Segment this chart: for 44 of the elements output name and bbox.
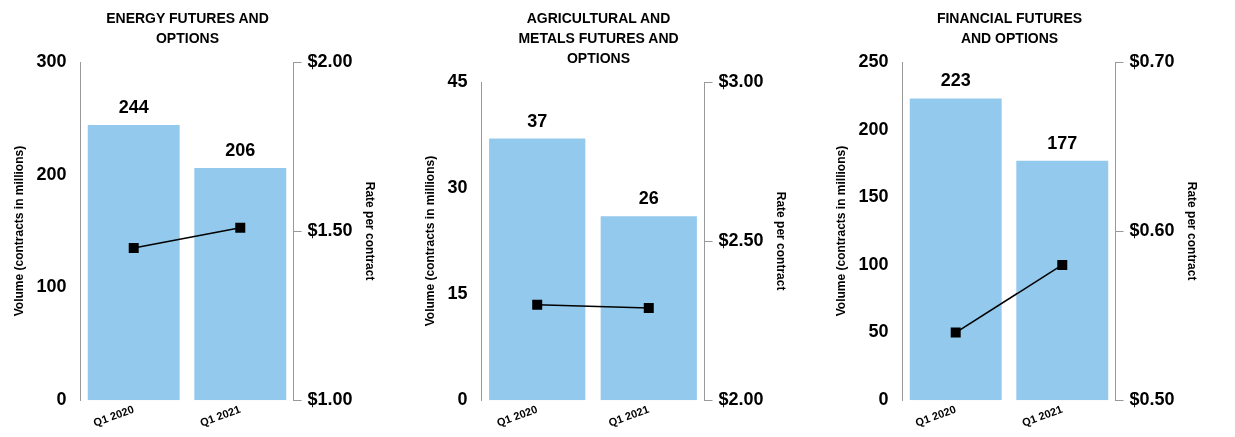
y2-tick-label: $2.00 bbox=[718, 389, 764, 410]
x-tick-label: Q1 2020 bbox=[913, 402, 958, 429]
chart-title: FINANCIAL FUTURES AND OPTIONS bbox=[935, 9, 1084, 48]
y2-tick-label: $0.60 bbox=[1129, 220, 1175, 241]
y-tick-label: 150 bbox=[858, 186, 889, 207]
data-label: 37 bbox=[527, 110, 548, 131]
y2-tick-label: $2.50 bbox=[718, 230, 764, 251]
y-tick-label: 300 bbox=[36, 50, 67, 71]
y-tick-label: 0 bbox=[878, 389, 889, 410]
y2-tick-label: $3.00 bbox=[718, 70, 764, 91]
y2-tick-label: $1.50 bbox=[307, 220, 353, 241]
data-label: 26 bbox=[638, 188, 659, 209]
chart-title: ENERGY FUTURES AND OPTIONS bbox=[105, 9, 270, 48]
data-label: 244 bbox=[118, 97, 149, 118]
y-axis-title: Volume (contracts in millions) bbox=[422, 155, 437, 327]
y2-tick-label: $0.70 bbox=[1129, 50, 1175, 71]
y-axis-title: Volume (contracts in millions) bbox=[833, 145, 848, 317]
chart-title: AGRICULTURAL AND METALS FUTURES AND OPTIONS bbox=[517, 9, 680, 68]
y-tick-label: 0 bbox=[56, 389, 67, 410]
x-tick-label: Q1 2021 bbox=[198, 402, 242, 429]
y2-axis-title: Rate per contract bbox=[774, 191, 789, 291]
y2-axis-title: Rate per contract bbox=[1185, 181, 1200, 281]
data-label: 177 bbox=[1047, 132, 1078, 153]
x-tick-label: Q1 2020 bbox=[495, 402, 539, 429]
y-tick-label: 200 bbox=[36, 163, 67, 184]
y2-axis-title: Rate per contract bbox=[363, 181, 378, 281]
x-tick-label: Q1 2021 bbox=[1020, 402, 1064, 429]
x-tick-label: Q1 2020 bbox=[91, 402, 136, 429]
y2-tick-label: $2.00 bbox=[307, 50, 353, 71]
y-tick-label: 250 bbox=[858, 50, 889, 71]
data-label: 223 bbox=[940, 70, 971, 91]
data-label: 206 bbox=[225, 139, 256, 160]
y2-tick-label: $0.50 bbox=[1129, 389, 1175, 410]
y-tick-label: 50 bbox=[868, 321, 889, 342]
y-tick-label: 100 bbox=[36, 276, 67, 297]
y2-tick-label: $1.00 bbox=[307, 389, 353, 410]
y-tick-label: 0 bbox=[457, 389, 468, 410]
y-tick-label: 15 bbox=[447, 283, 468, 304]
y-axis-title: Volume (contracts in millions) bbox=[11, 145, 26, 317]
y-tick-label: 200 bbox=[858, 118, 889, 139]
y-tick-label: 45 bbox=[447, 70, 468, 91]
x-tick-label: Q1 2021 bbox=[606, 402, 651, 429]
y-tick-label: 30 bbox=[447, 177, 468, 198]
y-tick-label: 100 bbox=[858, 253, 889, 274]
